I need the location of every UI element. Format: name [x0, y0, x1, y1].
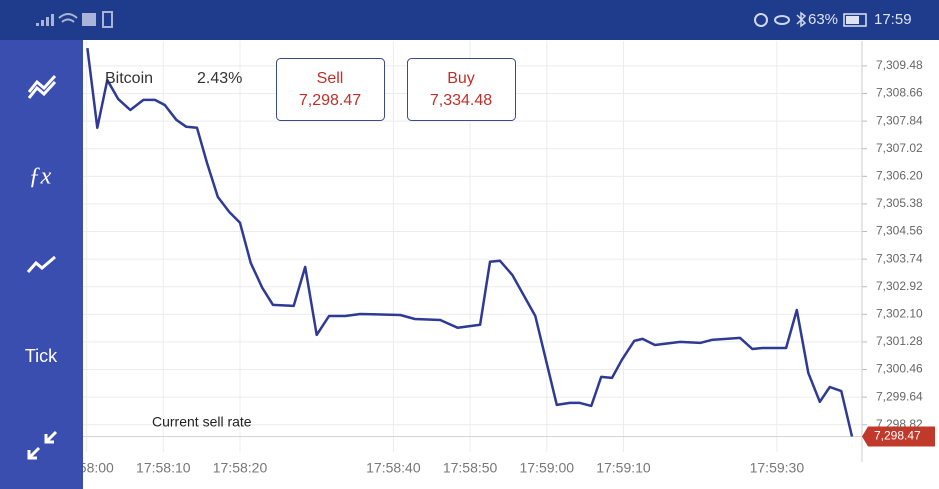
y-tick-label: 7,305.38 — [876, 196, 923, 210]
y-tick-label: 7,307.84 — [876, 113, 923, 127]
chart-type-icon[interactable] — [27, 74, 57, 99]
y-tick-label: 7,304.56 — [876, 224, 923, 238]
clock: 17:59 — [874, 11, 912, 28]
sell-button[interactable] — [276, 58, 385, 121]
tick-button[interactable]: Tick — [25, 346, 58, 366]
current-rate-tag — [862, 426, 935, 447]
bluetooth-icon — [796, 11, 807, 28]
x-tick-label: 17:58:20 — [213, 460, 268, 476]
buy-label[interactable]: Buy — [447, 70, 475, 87]
y-tick-label: 7,302.92 — [876, 279, 923, 293]
current-rate-label: 7,298.47 — [874, 429, 921, 443]
annotation: Current sell rate — [152, 414, 252, 430]
x-tick-label: 17:58:50 — [443, 460, 498, 476]
y-tick-label: 7,309.48 — [876, 58, 923, 72]
eye-icon — [774, 15, 790, 25]
y-tick-label: 7,299.64 — [876, 389, 923, 403]
battery-text: 63% — [808, 11, 838, 28]
instrument[interactable]: Bitcoin — [105, 70, 153, 87]
buy-button[interactable] — [407, 58, 516, 121]
mail-icon — [82, 13, 96, 26]
signal-icon — [36, 14, 54, 26]
battery-level — [846, 16, 859, 24]
phone-icon — [102, 11, 113, 28]
price-line — [86, 47, 854, 437]
x-tick-label: 17:59:10 — [596, 460, 651, 476]
indicators-icon[interactable]: ƒx — [29, 164, 52, 190]
y-tick-label: 7,308.66 — [876, 86, 923, 100]
collapse-icon[interactable] — [27, 430, 58, 460]
x-tick-label: 17:58:10 — [136, 460, 191, 476]
status-bar — [0, 0, 939, 40]
alarm-icon — [754, 13, 768, 27]
y-tick-label: 7,307.02 — [876, 141, 923, 155]
x-tick-label: 17:59:30 — [750, 460, 805, 476]
y-tick-label: 7,303.74 — [876, 251, 923, 265]
sell-label[interactable]: Sell — [317, 70, 344, 87]
wifi-icon — [58, 13, 78, 23]
y-tick-label: 7,306.20 — [876, 168, 923, 182]
line-icon[interactable] — [26, 255, 56, 273]
y-tick-label: 7,300.46 — [876, 362, 923, 376]
sell-price[interactable]: 7,298.47 — [299, 92, 361, 109]
x-tick-label: 17:59:00 — [520, 460, 575, 476]
buy-price[interactable]: 7,334.48 — [430, 92, 492, 109]
x-tick-label: 17:58:40 — [366, 460, 421, 476]
battery-icon — [843, 13, 867, 27]
y-tick-label: 7,301.28 — [876, 334, 923, 348]
change: 2.43% — [197, 70, 242, 87]
sidebar — [0, 40, 83, 489]
plot: 7,309.48 7,308.66 7,307.84 7,307.02 7,306.20… — [59, 41, 935, 476]
y-tick-label: 7,302.10 — [876, 306, 923, 320]
